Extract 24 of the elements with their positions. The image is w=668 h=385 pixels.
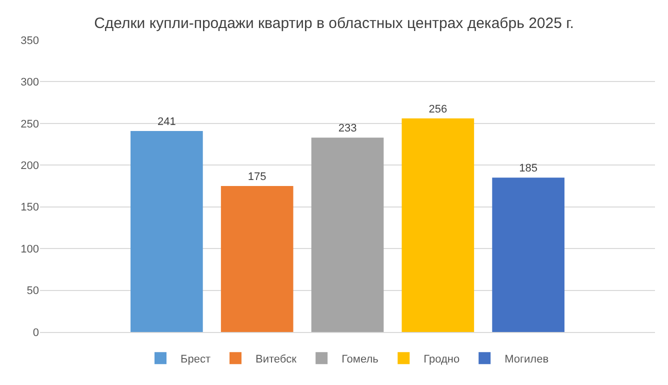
y-tick-label: 300 — [20, 76, 39, 89]
data-label: 185 — [519, 162, 538, 175]
bar — [220, 186, 294, 332]
legend-label: Витебск — [256, 353, 297, 366]
legend-label: Гродно — [424, 353, 460, 366]
bar — [402, 118, 474, 332]
bar — [130, 130, 203, 332]
y-tick-label: 200 — [20, 160, 39, 172]
y-tick-label: 100 — [20, 243, 39, 256]
y-tick-label: 50 — [26, 285, 39, 298]
y-tick-label: 150 — [20, 202, 39, 214]
data-label: 241 — [158, 116, 176, 128]
bar — [492, 178, 564, 332]
bar — [311, 138, 384, 332]
y-tick-label: 0 — [32, 326, 39, 339]
data-label: 233 — [338, 122, 357, 135]
y-tick-label: 250 — [20, 118, 39, 130]
y-tick-label: 350 — [20, 34, 39, 47]
data-label: 256 — [428, 103, 448, 116]
legend-label: Брест — [180, 353, 210, 366]
legend-label: Могилев — [504, 353, 549, 366]
chart-title: Сделки купли-продажи квартир в областных центрах декабрь 2025 г. — [94, 14, 574, 32]
legend-label: Гомель — [342, 353, 379, 366]
data-label: 175 — [248, 171, 266, 183]
